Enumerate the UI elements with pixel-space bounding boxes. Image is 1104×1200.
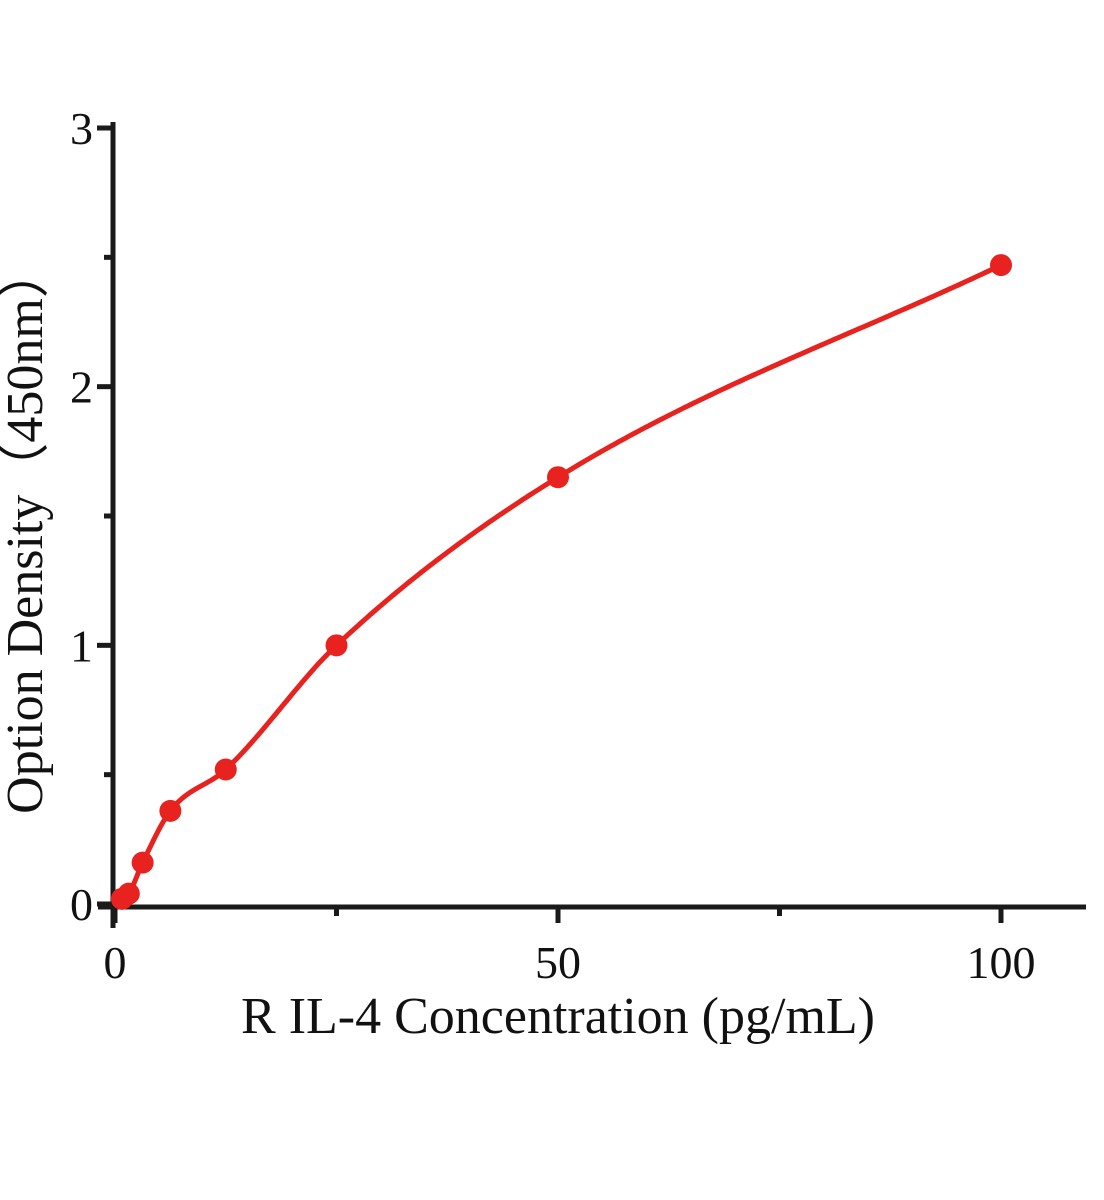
y-axis-title: Option Density（450nm）	[0, 246, 54, 814]
curve-layer	[112, 262, 1004, 907]
data-point	[159, 799, 182, 822]
data-point	[214, 758, 237, 781]
y-tick-label: 0	[70, 879, 93, 930]
data-point	[131, 851, 154, 874]
data-point	[547, 466, 569, 489]
fit-curve	[112, 262, 1004, 907]
x-tick-label: 0	[104, 937, 127, 988]
x-tick-label: 50	[535, 937, 581, 988]
x-axis-title: R IL-4 Concentration (pg/mL)	[241, 988, 875, 1045]
data-point	[117, 882, 140, 905]
data-point	[990, 254, 1012, 277]
x-tick-label: 100	[967, 937, 1036, 988]
data-point	[325, 634, 348, 657]
y-tick-label: 3	[70, 103, 93, 154]
points-layer	[110, 254, 1012, 910]
ticks-layer: 0 50 100 0 1 2 3	[70, 103, 1036, 988]
y-tick-label: 1	[70, 620, 93, 671]
y-tick-label: 2	[70, 362, 93, 413]
